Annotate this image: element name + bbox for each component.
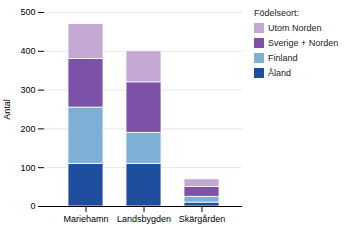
svg-text:Landsbygden: Landsbygden: [117, 214, 171, 224]
svg-text:Mariehamn: Mariehamn: [63, 214, 108, 224]
html-text:Åland: Åland: [268, 68, 291, 78]
svg-text:500: 500: [20, 7, 35, 17]
svg-text:200: 200: [20, 124, 35, 134]
html-text:Utom Norden: Utom Norden: [268, 23, 322, 33]
svg-text:300: 300: [20, 85, 35, 95]
html-text:Sverige + Norden: Sverige + Norden: [268, 38, 339, 48]
html-text:Födelseort:: Födelseort:: [254, 8, 299, 18]
svg-text:Skärgården: Skärgården: [179, 214, 226, 224]
svg-text:400: 400: [20, 46, 35, 56]
svg-text:100: 100: [20, 163, 35, 173]
svg-text:0: 0: [30, 201, 35, 211]
svg-text:Antal: Antal: [2, 99, 12, 120]
html-text:Finland: Finland: [268, 53, 298, 63]
